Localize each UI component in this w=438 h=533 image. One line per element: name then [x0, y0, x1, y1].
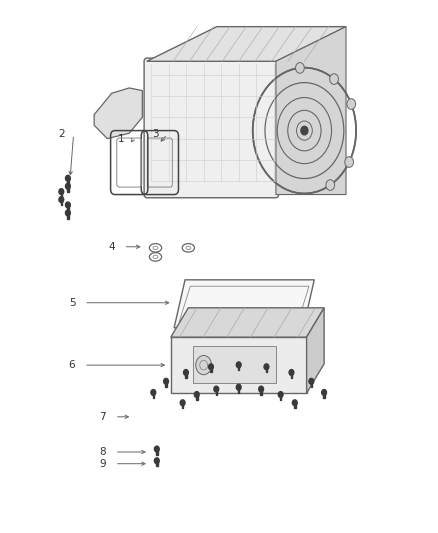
- Text: 4: 4: [108, 242, 115, 252]
- Bar: [266, 367, 267, 373]
- Text: 2: 2: [58, 130, 65, 139]
- Bar: [185, 373, 187, 378]
- Circle shape: [65, 175, 70, 181]
- Bar: [280, 394, 282, 400]
- Text: 9: 9: [99, 459, 106, 469]
- Circle shape: [65, 210, 70, 216]
- Polygon shape: [307, 308, 324, 393]
- Bar: [260, 389, 262, 395]
- Circle shape: [259, 386, 264, 392]
- Text: 5: 5: [69, 298, 75, 308]
- Text: 7: 7: [99, 412, 106, 422]
- Polygon shape: [171, 308, 324, 337]
- Circle shape: [289, 369, 294, 375]
- Bar: [67, 213, 69, 219]
- Bar: [323, 392, 325, 398]
- Bar: [182, 403, 184, 408]
- Circle shape: [154, 458, 159, 464]
- Polygon shape: [174, 280, 314, 328]
- Circle shape: [184, 369, 188, 375]
- Circle shape: [59, 197, 64, 203]
- Circle shape: [237, 384, 241, 390]
- Bar: [156, 449, 158, 455]
- Text: 6: 6: [69, 360, 75, 370]
- Bar: [152, 392, 154, 398]
- Circle shape: [59, 189, 64, 195]
- Polygon shape: [94, 88, 142, 139]
- Circle shape: [180, 400, 185, 406]
- Circle shape: [345, 157, 353, 167]
- Circle shape: [196, 356, 212, 375]
- Polygon shape: [276, 27, 346, 195]
- Text: 1: 1: [118, 134, 125, 143]
- Circle shape: [330, 74, 339, 84]
- Bar: [210, 367, 212, 373]
- Circle shape: [65, 183, 70, 189]
- Bar: [193, 346, 276, 384]
- Bar: [238, 365, 240, 370]
- Bar: [60, 191, 62, 197]
- Bar: [165, 381, 167, 387]
- Bar: [196, 394, 198, 400]
- Bar: [67, 187, 69, 192]
- Bar: [156, 461, 158, 466]
- Bar: [294, 403, 296, 408]
- Bar: [291, 373, 292, 378]
- Bar: [215, 389, 217, 395]
- Bar: [311, 381, 312, 387]
- Circle shape: [293, 400, 297, 406]
- Bar: [238, 387, 240, 393]
- Circle shape: [164, 378, 169, 384]
- Circle shape: [194, 392, 199, 398]
- Bar: [67, 178, 69, 184]
- Circle shape: [321, 390, 326, 395]
- Bar: [60, 199, 62, 205]
- Circle shape: [296, 62, 304, 73]
- Text: 8: 8: [99, 447, 106, 457]
- Circle shape: [151, 390, 156, 395]
- Bar: [67, 205, 69, 211]
- Circle shape: [278, 392, 283, 398]
- Circle shape: [264, 364, 269, 370]
- FancyBboxPatch shape: [144, 58, 279, 198]
- Circle shape: [154, 446, 159, 452]
- Circle shape: [208, 364, 213, 370]
- Circle shape: [326, 180, 335, 190]
- Circle shape: [65, 202, 70, 208]
- Circle shape: [237, 362, 241, 368]
- Circle shape: [347, 99, 356, 109]
- Polygon shape: [147, 27, 346, 61]
- Circle shape: [309, 378, 314, 384]
- Bar: [171, 337, 307, 393]
- Text: 3: 3: [152, 130, 159, 139]
- Circle shape: [301, 126, 308, 135]
- Circle shape: [214, 386, 219, 392]
